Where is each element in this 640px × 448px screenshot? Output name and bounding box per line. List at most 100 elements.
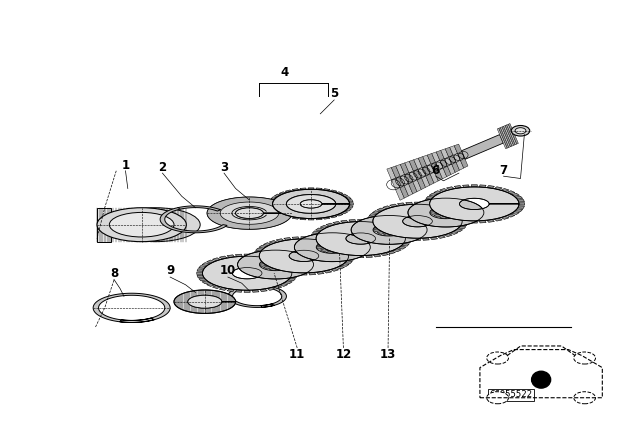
Polygon shape <box>435 216 438 218</box>
Polygon shape <box>387 223 396 226</box>
Polygon shape <box>337 252 340 253</box>
Polygon shape <box>337 214 343 216</box>
Polygon shape <box>284 268 287 270</box>
Polygon shape <box>278 258 280 259</box>
Polygon shape <box>334 241 337 242</box>
Polygon shape <box>328 252 330 253</box>
Polygon shape <box>404 234 411 237</box>
Polygon shape <box>367 220 373 222</box>
Polygon shape <box>422 202 429 205</box>
Text: 10: 10 <box>220 264 236 277</box>
Polygon shape <box>259 263 267 267</box>
Polygon shape <box>289 263 291 264</box>
Polygon shape <box>255 261 263 263</box>
Polygon shape <box>207 197 292 229</box>
Polygon shape <box>393 249 401 252</box>
Polygon shape <box>294 233 371 262</box>
Polygon shape <box>406 238 412 240</box>
Polygon shape <box>326 223 334 226</box>
Polygon shape <box>321 251 324 252</box>
Text: 12: 12 <box>335 348 351 361</box>
Polygon shape <box>278 270 280 271</box>
Polygon shape <box>373 220 381 223</box>
Polygon shape <box>505 125 515 146</box>
Polygon shape <box>267 287 275 290</box>
Polygon shape <box>269 206 274 208</box>
Polygon shape <box>273 190 349 219</box>
Text: 2: 2 <box>158 161 166 174</box>
Polygon shape <box>337 192 343 194</box>
Polygon shape <box>381 234 384 236</box>
Polygon shape <box>511 211 520 215</box>
Polygon shape <box>502 126 512 147</box>
Polygon shape <box>340 220 348 223</box>
Polygon shape <box>202 256 292 290</box>
Polygon shape <box>429 187 519 221</box>
Polygon shape <box>262 267 266 269</box>
Text: CC055522: CC055522 <box>490 390 532 399</box>
Polygon shape <box>401 232 404 233</box>
Polygon shape <box>423 155 438 183</box>
Polygon shape <box>432 152 447 179</box>
Polygon shape <box>255 248 263 251</box>
Polygon shape <box>259 239 349 273</box>
Polygon shape <box>285 215 292 218</box>
Polygon shape <box>497 128 508 149</box>
Polygon shape <box>463 185 469 187</box>
Polygon shape <box>507 214 515 217</box>
Polygon shape <box>463 220 469 223</box>
Polygon shape <box>431 210 434 211</box>
Polygon shape <box>340 242 343 243</box>
Polygon shape <box>309 272 316 275</box>
Polygon shape <box>292 189 299 191</box>
Polygon shape <box>373 254 381 257</box>
Polygon shape <box>429 211 437 215</box>
Polygon shape <box>196 272 203 274</box>
Polygon shape <box>199 278 206 281</box>
Polygon shape <box>390 204 397 207</box>
Polygon shape <box>271 258 273 259</box>
Polygon shape <box>426 209 433 211</box>
Polygon shape <box>501 216 509 220</box>
Polygon shape <box>337 266 344 269</box>
Polygon shape <box>197 269 204 271</box>
Polygon shape <box>328 241 330 242</box>
Polygon shape <box>333 221 340 224</box>
Polygon shape <box>285 260 289 262</box>
Polygon shape <box>377 208 385 211</box>
Polygon shape <box>276 270 284 273</box>
Polygon shape <box>454 207 457 209</box>
Polygon shape <box>280 259 284 260</box>
Ellipse shape <box>574 352 595 364</box>
Polygon shape <box>271 270 273 271</box>
Polygon shape <box>479 220 486 223</box>
Polygon shape <box>317 244 321 246</box>
Polygon shape <box>319 250 323 251</box>
Polygon shape <box>402 243 409 246</box>
Polygon shape <box>260 265 262 267</box>
Polygon shape <box>373 204 462 238</box>
Polygon shape <box>341 263 349 267</box>
Polygon shape <box>435 207 438 209</box>
Polygon shape <box>405 237 411 240</box>
Polygon shape <box>381 224 384 225</box>
Polygon shape <box>376 233 379 234</box>
Polygon shape <box>292 272 298 274</box>
Polygon shape <box>207 260 215 263</box>
Polygon shape <box>264 266 271 269</box>
Polygon shape <box>376 226 379 227</box>
Polygon shape <box>330 241 339 244</box>
Polygon shape <box>220 256 227 259</box>
Polygon shape <box>450 231 458 234</box>
Polygon shape <box>445 147 460 172</box>
Polygon shape <box>260 289 268 292</box>
Polygon shape <box>447 218 454 221</box>
Polygon shape <box>289 264 292 265</box>
Polygon shape <box>451 207 454 208</box>
Polygon shape <box>366 220 372 222</box>
Polygon shape <box>252 290 259 292</box>
Polygon shape <box>288 266 296 268</box>
Polygon shape <box>220 287 227 290</box>
Polygon shape <box>441 218 444 219</box>
Polygon shape <box>259 264 262 265</box>
